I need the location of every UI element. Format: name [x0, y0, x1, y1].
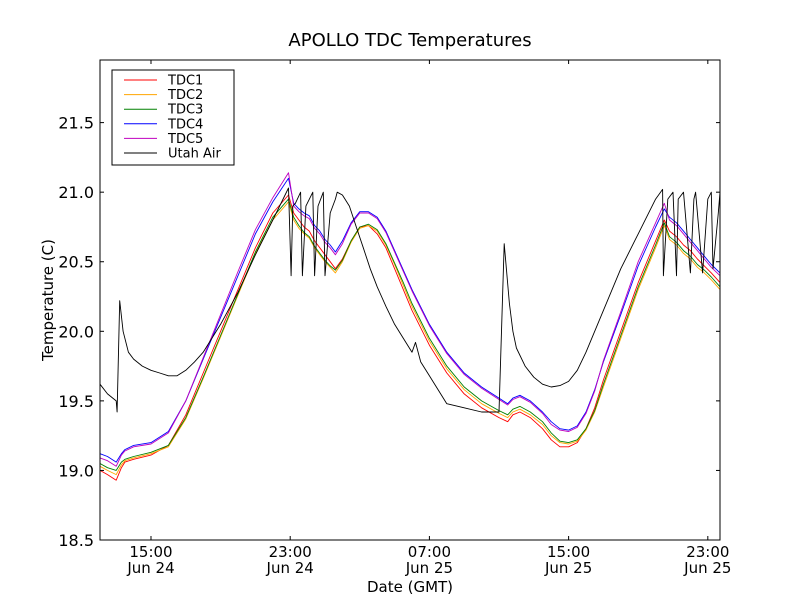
x-tick-label-date: Jun 25 [405, 559, 453, 577]
legend-entry-tdc2: TDC2 [124, 88, 203, 103]
legend-label: Utah Air [168, 147, 221, 162]
x-tick-label-time: 23:00 [686, 543, 729, 561]
x-tick-label-time: 15:00 [129, 543, 172, 561]
series-line-tdc3 [99, 198, 721, 471]
y-tick-label: 21.0 [58, 183, 94, 202]
legend-label: TDC3 [167, 103, 203, 118]
series-layer [99, 172, 721, 481]
legend-label: TDC5 [167, 132, 203, 147]
legend-entry-utah-air: Utah Air [124, 147, 221, 162]
x-tick-label-time: 15:00 [547, 543, 590, 561]
series-line-utah-air [99, 187, 721, 413]
legend-entry-tdc1: TDC1 [124, 74, 203, 89]
y-tick-label: 19.0 [58, 461, 94, 480]
x-axis-label: Date (GMT) [367, 578, 453, 596]
y-tick-label: 20.0 [58, 322, 94, 341]
y-axis: 18.5 19.0 19.5 20.0 20.5 21.0 21.5 [58, 114, 720, 550]
y-axis-label: Temperature (C) [39, 239, 57, 362]
series-line-tdc2 [99, 201, 721, 476]
x-tick-label-date: Jun 24 [266, 559, 314, 577]
legend-entry-tdc3: TDC3 [124, 103, 203, 118]
legend-label: TDC2 [167, 88, 203, 103]
series-line-tdc5 [99, 172, 721, 467]
series-line-tdc4 [99, 177, 721, 463]
x-tick-label-time: 23:00 [269, 543, 312, 561]
y-tick-label: 20.5 [58, 253, 94, 272]
chart-title: APOLLO TDC Temperatures [288, 30, 531, 51]
y-tick-label: 19.5 [58, 392, 94, 411]
legend-box [111, 69, 235, 166]
series-line-tdc1 [99, 194, 721, 481]
legend-entry-tdc5: TDC5 [124, 132, 203, 147]
x-tick-label-date: Jun 25 [544, 559, 592, 577]
y-tick-label: 18.5 [58, 531, 94, 550]
legend-label: TDC4 [167, 117, 203, 132]
x-tick-label-date: Jun 25 [683, 559, 731, 577]
legend-label: TDC1 [167, 74, 203, 89]
plot-frame [99, 59, 721, 541]
x-tick-label-date: Jun 24 [126, 559, 174, 577]
legend-entry-tdc4: TDC4 [124, 117, 203, 132]
x-tick-label-time: 07:00 [408, 543, 451, 561]
y-tick-label: 21.5 [58, 114, 94, 133]
